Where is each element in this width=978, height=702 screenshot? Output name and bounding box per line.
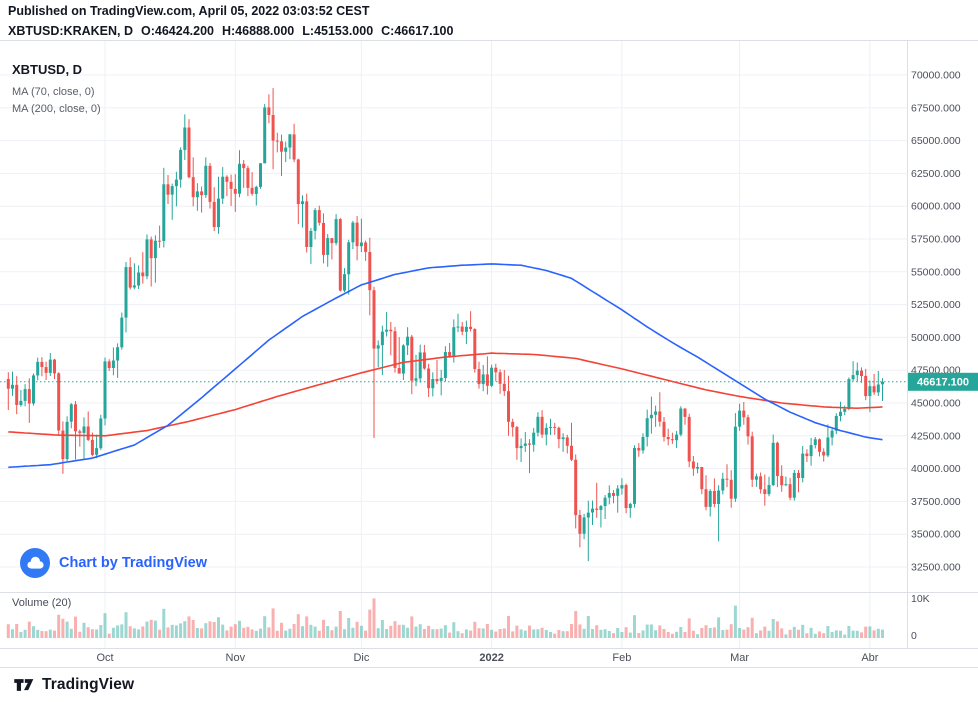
svg-text:57500.000: 57500.000 xyxy=(911,234,961,246)
ma-200-line xyxy=(8,352,883,437)
svg-text:32500.000: 32500.000 xyxy=(911,562,961,574)
svg-text:Mar: Mar xyxy=(730,652,749,664)
last-price-label: 46617.100 xyxy=(908,372,978,391)
ohlc-values: O:46424.200 H:46888.000 L:45153.000 C:46617… xyxy=(141,24,453,38)
footer-bar: TradingView xyxy=(0,668,978,702)
tradingview-logo-icon[interactable] xyxy=(13,674,35,696)
ma-70-line xyxy=(8,263,883,469)
svg-text:Oct: Oct xyxy=(96,652,113,664)
volume-series xyxy=(6,598,884,638)
chart-canvas[interactable]: 70000.000 67500.000 65000.000 62500.000 6000… xyxy=(0,40,978,668)
published-info: Published on TradingView.com, April 05, … xyxy=(8,3,370,18)
volume-legend: Volume (20) xyxy=(12,597,72,609)
candlestick-series xyxy=(6,88,884,562)
svg-text:Abr: Abr xyxy=(861,652,878,664)
svg-text:60000.000: 60000.000 xyxy=(911,201,961,213)
svg-text:35000.000: 35000.000 xyxy=(911,529,961,541)
svg-text:52500.000: 52500.000 xyxy=(911,299,961,311)
svg-text:Dic: Dic xyxy=(353,652,369,664)
svg-text:65000.000: 65000.000 xyxy=(911,135,961,147)
svg-text:62500.000: 62500.000 xyxy=(911,168,961,180)
price-axis-labels[interactable]: 70000.000 67500.000 65000.000 62500.000 6000… xyxy=(911,70,961,643)
chart-area[interactable]: 70000.000 67500.000 65000.000 62500.000 6000… xyxy=(0,40,978,668)
ohlc-o: O:46424.200 xyxy=(141,23,214,38)
svg-text:37500.000: 37500.000 xyxy=(911,496,961,508)
svg-text:10K: 10K xyxy=(911,593,930,605)
tradingview-cloud-logo-icon xyxy=(20,548,50,578)
svg-text:42500.000: 42500.000 xyxy=(911,430,961,442)
published-bar: Published on TradingView.com, April 05, … xyxy=(0,0,978,21)
svg-text:40000.000: 40000.000 xyxy=(911,463,961,475)
pane-borders xyxy=(0,40,978,668)
symbol-bar: XBTUSD:KRAKEN, D O:46424.200 H:46888.000 L… xyxy=(0,21,978,40)
svg-text:2022: 2022 xyxy=(479,652,503,664)
tradingview-watermark[interactable]: Chart by TradingView xyxy=(20,548,207,578)
svg-text:55000.000: 55000.000 xyxy=(911,266,961,278)
svg-text:Nov: Nov xyxy=(226,652,246,664)
svg-text:67500.000: 67500.000 xyxy=(911,102,961,114)
svg-text:70000.000: 70000.000 xyxy=(911,70,961,82)
svg-text:0: 0 xyxy=(911,630,917,642)
ohlc-c: C:46617.100 xyxy=(381,23,454,38)
svg-text:45000.000: 45000.000 xyxy=(911,398,961,410)
footer-brand[interactable]: TradingView xyxy=(42,676,135,693)
ohlc-h: H:46888.000 xyxy=(221,23,295,38)
symbol-title: XBTUSD:KRAKEN, D xyxy=(8,23,133,38)
time-axis-labels[interactable]: Oct Nov Dic 2022 Feb Mar Abr xyxy=(96,652,878,664)
ohlc-l: L:45153.000 xyxy=(302,23,374,38)
svg-text:46617.100: 46617.100 xyxy=(917,377,969,389)
svg-text:Feb: Feb xyxy=(612,652,631,664)
svg-text:50000.000: 50000.000 xyxy=(911,332,961,344)
watermark-label: Chart by TradingView xyxy=(59,555,207,571)
